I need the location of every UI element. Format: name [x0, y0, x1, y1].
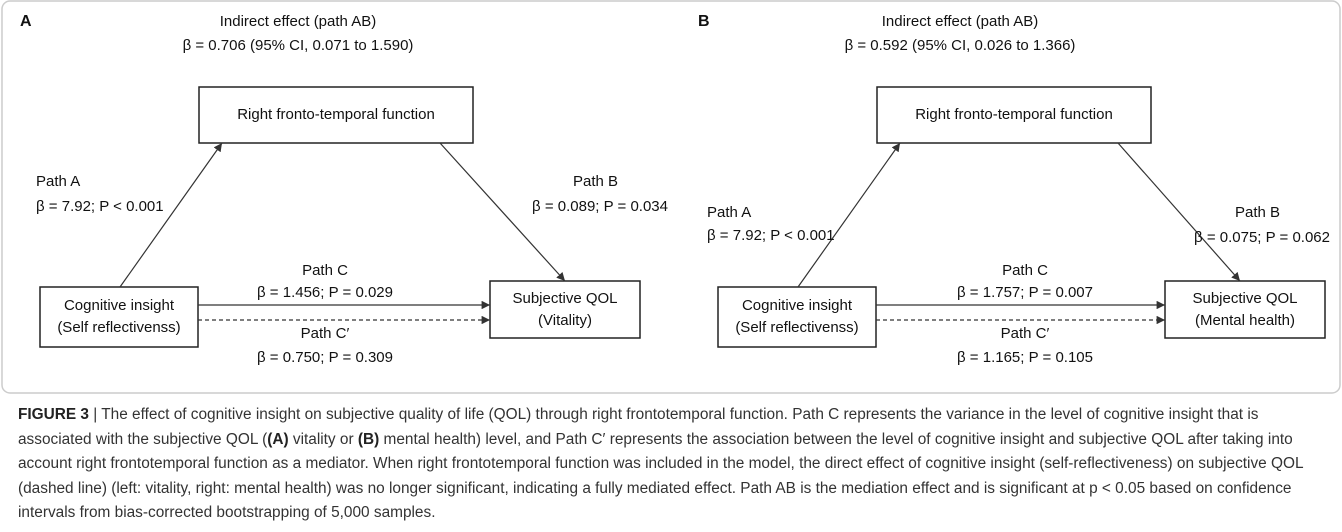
path-c-stat: β = 1.456; P = 0.029 [257, 284, 393, 301]
path-b-arrow [1117, 142, 1241, 282]
path-a-arrow [797, 142, 901, 288]
predictor-box [39, 286, 199, 348]
indirect-stat: β = 0.592 (95% CI, 0.026 to 1.366) [845, 37, 1076, 54]
indirect-title: Indirect effect (path AB) [882, 13, 1038, 30]
path-b-name: Path B [1235, 204, 1280, 221]
panel-label: A [20, 13, 32, 30]
predictor-label: Cognitive insight [742, 297, 853, 314]
path-c-name: Path C [302, 262, 348, 279]
indirect-stat: β = 0.706 (95% CI, 0.071 to 1.590) [183, 37, 414, 54]
path-a-stat: β = 7.92; P < 0.001 [707, 227, 835, 244]
path-c-prime-name: Path C′ [301, 325, 350, 342]
panel-label: B [698, 13, 710, 30]
path-a-stat: β = 7.92; P < 0.001 [36, 198, 164, 215]
path-a-arrow [119, 142, 223, 288]
path-b-arrow [439, 142, 566, 282]
outcome-label: (Vitality) [538, 312, 592, 329]
outcome-label: Subjective QOL [512, 290, 617, 307]
predictor-box [717, 286, 877, 348]
path-a-name: Path A [36, 173, 80, 190]
outcome-label: (Mental health) [1195, 312, 1295, 329]
path-c-prime-stat: β = 1.165; P = 0.105 [957, 349, 1093, 366]
caption-text: vitality or [288, 430, 358, 448]
path-c-prime-name: Path C′ [1001, 325, 1050, 342]
outcome-label: Subjective QOL [1192, 290, 1297, 307]
caption-ref: (B) [357, 430, 380, 448]
mediator-label: Right fronto-temporal function [915, 106, 1113, 123]
path-b-stat: β = 0.075; P = 0.062 [1194, 229, 1330, 246]
figure-frame [1, 0, 1341, 394]
predictor-label: (Self reflectivenss) [735, 319, 858, 336]
path-b-name: Path B [573, 173, 618, 190]
path-a-name: Path A [707, 204, 751, 221]
path-c-name: Path C [1002, 262, 1048, 279]
mediator-box [876, 86, 1152, 144]
caption-text: mental health) level, and Path C′ repres… [18, 430, 1303, 522]
caption-label: FIGURE 3 [18, 406, 89, 423]
path-b-stat: β = 0.089; P = 0.034 [532, 198, 668, 215]
indirect-title: Indirect effect (path AB) [220, 13, 376, 30]
predictor-label: Cognitive insight [64, 297, 175, 314]
outcome-box [1164, 280, 1326, 339]
figure: A Indirect effect (path AB) β = 0.706 (95%… [1, 0, 1341, 394]
caption-text: | The effect of cognitive insight on sub… [18, 406, 1259, 448]
predictor-label: (Self reflectivenss) [57, 319, 180, 336]
caption: FIGURE 3 | The effect of cognitive insig… [18, 403, 1328, 526]
mediator-box [198, 86, 474, 144]
caption-ref: (A) [267, 430, 289, 448]
mediator-label: Right fronto-temporal function [237, 106, 435, 123]
path-c-stat: β = 1.757; P = 0.007 [957, 284, 1093, 301]
path-c-prime-stat: β = 0.750; P = 0.309 [257, 349, 393, 366]
